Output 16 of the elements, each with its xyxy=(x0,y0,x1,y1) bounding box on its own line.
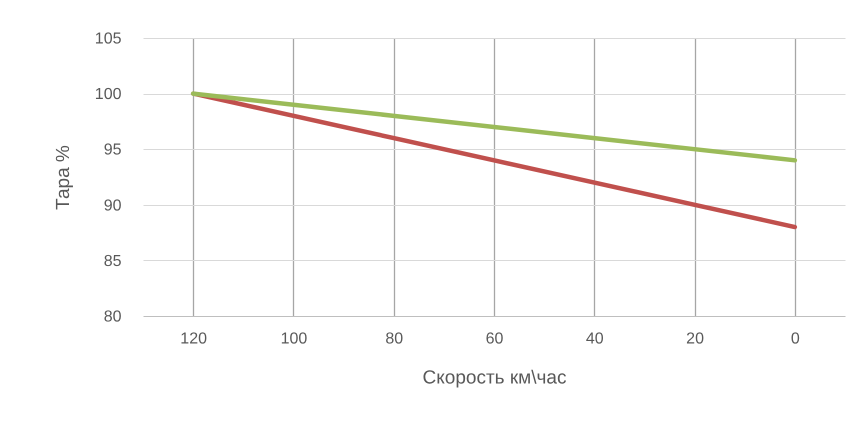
x-tick-label: 0 xyxy=(790,330,800,348)
line-series xyxy=(190,91,798,163)
x-tick-label: 60 xyxy=(486,330,504,348)
x-axis-title: Скорость км\час xyxy=(422,368,566,388)
x-tick-label: 80 xyxy=(385,330,404,348)
x-tick-label: 40 xyxy=(586,330,604,348)
x-tick-label: 20 xyxy=(686,330,704,348)
y-tick-label: 90 xyxy=(104,197,122,214)
y-tick-label: 95 xyxy=(104,142,122,159)
x-tick-label: 100 xyxy=(280,330,308,348)
y-tick-label: 105 xyxy=(94,30,122,48)
y-tick-label: 100 xyxy=(94,86,122,104)
y-axis-title: Тара % xyxy=(52,145,74,210)
y-tick-label: 80 xyxy=(104,308,122,326)
y-tick-label: 85 xyxy=(104,252,122,270)
x-tick-label: 120 xyxy=(180,330,208,348)
